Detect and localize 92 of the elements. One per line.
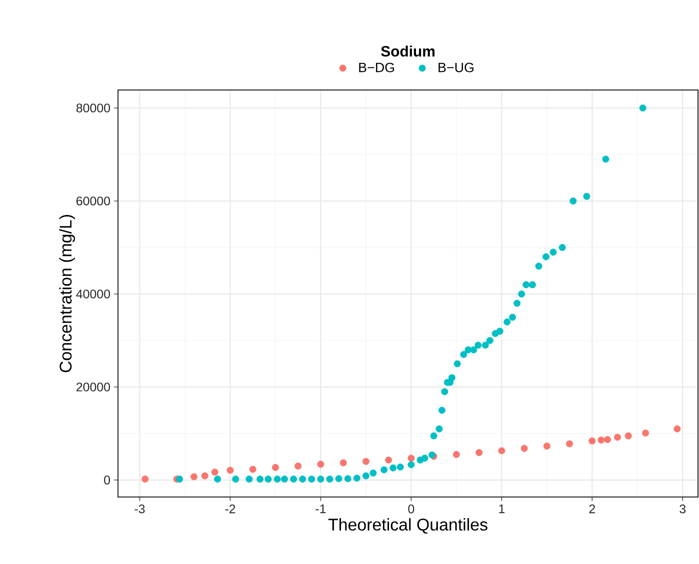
point bbox=[542, 253, 550, 260]
point bbox=[583, 192, 590, 200]
point bbox=[142, 476, 149, 483]
point bbox=[326, 476, 334, 483]
point bbox=[344, 475, 352, 482]
point bbox=[226, 466, 234, 474]
y-tick-label: 40000 bbox=[76, 290, 110, 298]
point bbox=[335, 475, 342, 482]
x-tick-label: 3 bbox=[680, 504, 686, 514]
point bbox=[598, 436, 605, 444]
point bbox=[448, 374, 456, 382]
x-axis-title: Theoretical Quantiles bbox=[328, 518, 488, 534]
point bbox=[294, 462, 302, 470]
y-tick-label: 20000 bbox=[76, 382, 110, 392]
chart-title: Sodium bbox=[381, 46, 434, 57]
point bbox=[674, 425, 681, 432]
point bbox=[604, 436, 612, 444]
x-tick-label: 1 bbox=[499, 504, 505, 514]
point bbox=[454, 360, 461, 368]
point bbox=[396, 464, 404, 470]
point bbox=[362, 458, 370, 465]
x-tick-label: 0 bbox=[408, 504, 414, 514]
y-axis-title: Concentration (mg/L) bbox=[59, 215, 76, 372]
point bbox=[438, 406, 446, 414]
legend-label: B−DG bbox=[359, 62, 394, 72]
point bbox=[496, 328, 504, 335]
point bbox=[535, 262, 542, 270]
point bbox=[520, 444, 528, 452]
point bbox=[256, 476, 264, 483]
point bbox=[340, 459, 347, 466]
point bbox=[380, 466, 388, 474]
y-tick-label: 80000 bbox=[76, 104, 110, 112]
point bbox=[543, 442, 550, 450]
point bbox=[299, 476, 306, 483]
point bbox=[624, 432, 632, 440]
point bbox=[281, 476, 288, 483]
point bbox=[441, 388, 448, 396]
point bbox=[249, 466, 256, 473]
point bbox=[390, 464, 397, 472]
point bbox=[476, 449, 483, 456]
point bbox=[211, 468, 218, 476]
point bbox=[430, 432, 438, 440]
y-tick-label: 0 bbox=[104, 476, 110, 484]
point bbox=[602, 156, 610, 163]
point bbox=[272, 464, 279, 471]
point bbox=[317, 460, 324, 468]
point bbox=[482, 342, 489, 349]
point bbox=[176, 476, 184, 483]
point bbox=[246, 476, 253, 483]
point bbox=[518, 290, 526, 298]
point bbox=[370, 470, 377, 477]
point bbox=[274, 476, 281, 483]
point bbox=[509, 314, 516, 321]
point bbox=[408, 461, 415, 468]
point bbox=[190, 473, 198, 480]
point bbox=[486, 337, 494, 344]
point bbox=[474, 342, 482, 349]
point bbox=[639, 104, 646, 112]
point bbox=[232, 476, 240, 483]
x-tick-label: -3 bbox=[134, 504, 145, 514]
point bbox=[452, 450, 460, 458]
point bbox=[317, 476, 324, 483]
point bbox=[264, 476, 272, 483]
point bbox=[308, 476, 316, 483]
point bbox=[201, 472, 208, 480]
point bbox=[588, 437, 596, 444]
x-tick-label: 2 bbox=[589, 504, 595, 514]
point bbox=[470, 346, 478, 354]
legend-label: B−UG bbox=[438, 62, 474, 72]
point bbox=[570, 198, 577, 204]
point bbox=[353, 474, 360, 482]
point bbox=[614, 434, 621, 441]
point bbox=[362, 472, 370, 480]
point bbox=[566, 440, 574, 448]
point bbox=[558, 244, 566, 251]
point bbox=[290, 476, 298, 483]
point bbox=[498, 447, 506, 454]
y-tick-label: 60000 bbox=[76, 196, 110, 206]
point bbox=[514, 300, 521, 307]
point bbox=[522, 281, 530, 288]
point bbox=[504, 318, 511, 326]
point bbox=[642, 430, 650, 437]
point bbox=[421, 454, 428, 462]
point bbox=[408, 454, 415, 462]
point bbox=[214, 476, 222, 483]
point bbox=[385, 456, 392, 464]
point bbox=[550, 248, 557, 256]
point bbox=[436, 425, 443, 432]
x-tick-label: -1 bbox=[316, 504, 326, 514]
point bbox=[460, 350, 468, 358]
x-tick-label: -2 bbox=[225, 504, 236, 514]
point bbox=[528, 281, 536, 288]
